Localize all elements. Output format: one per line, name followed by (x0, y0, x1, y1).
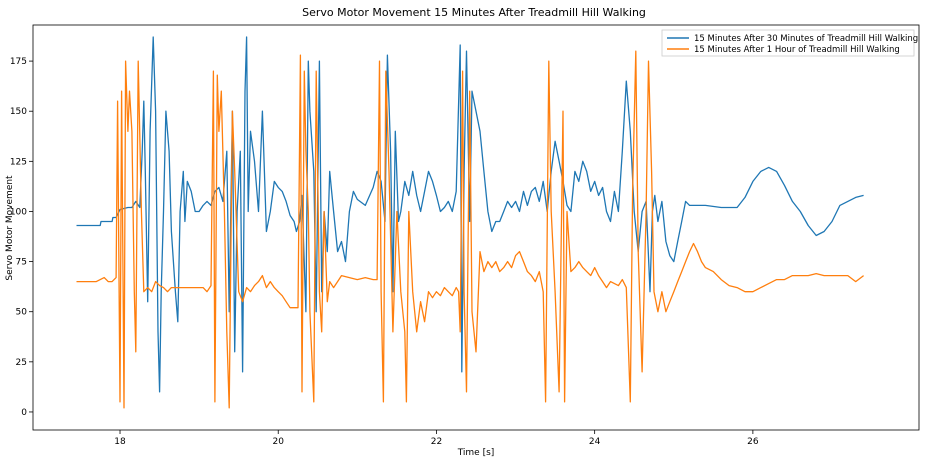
series-layer (76, 36, 864, 409)
x-tick-label: 24 (589, 437, 601, 447)
x-axis: 18 20 22 24 26 (114, 430, 759, 447)
legend: 15 Minutes After 30 Minutes of Treadmill… (661, 29, 918, 57)
y-tick-label: 0 (21, 408, 27, 418)
plot-area (32, 24, 920, 431)
x-axis-label: Time [s] (457, 448, 495, 458)
x-tick-label: 22 (431, 437, 442, 447)
chart-title: Servo Motor Movement 15 Minutes After Tr… (302, 6, 646, 19)
y-tick-label: 50 (16, 308, 28, 318)
y-tick-label: 175 (10, 57, 27, 67)
y-tick-label: 25 (16, 358, 27, 368)
x-tick-label: 20 (273, 437, 285, 447)
y-tick-label: 150 (10, 107, 27, 117)
y-tick-label: 75 (16, 258, 27, 268)
x-tick-label: 26 (747, 437, 759, 447)
y-axis: 0 25 50 75 100 125 150 175 (10, 57, 33, 418)
y-tick-label: 100 (10, 207, 27, 217)
legend-box (661, 29, 915, 57)
legend-label-1: 15 Minutes After 30 Minutes of Treadmill… (694, 34, 918, 44)
y-tick-label: 125 (10, 157, 27, 167)
x-tick-label: 18 (114, 437, 126, 447)
legend-label-2: 15 Minutes After 1 Hour of Treadmill Hil… (694, 45, 900, 55)
y-axis-label: Servo Motor Movement (5, 175, 15, 281)
series-line-1 (76, 36, 864, 393)
series-line-2 (76, 50, 864, 409)
